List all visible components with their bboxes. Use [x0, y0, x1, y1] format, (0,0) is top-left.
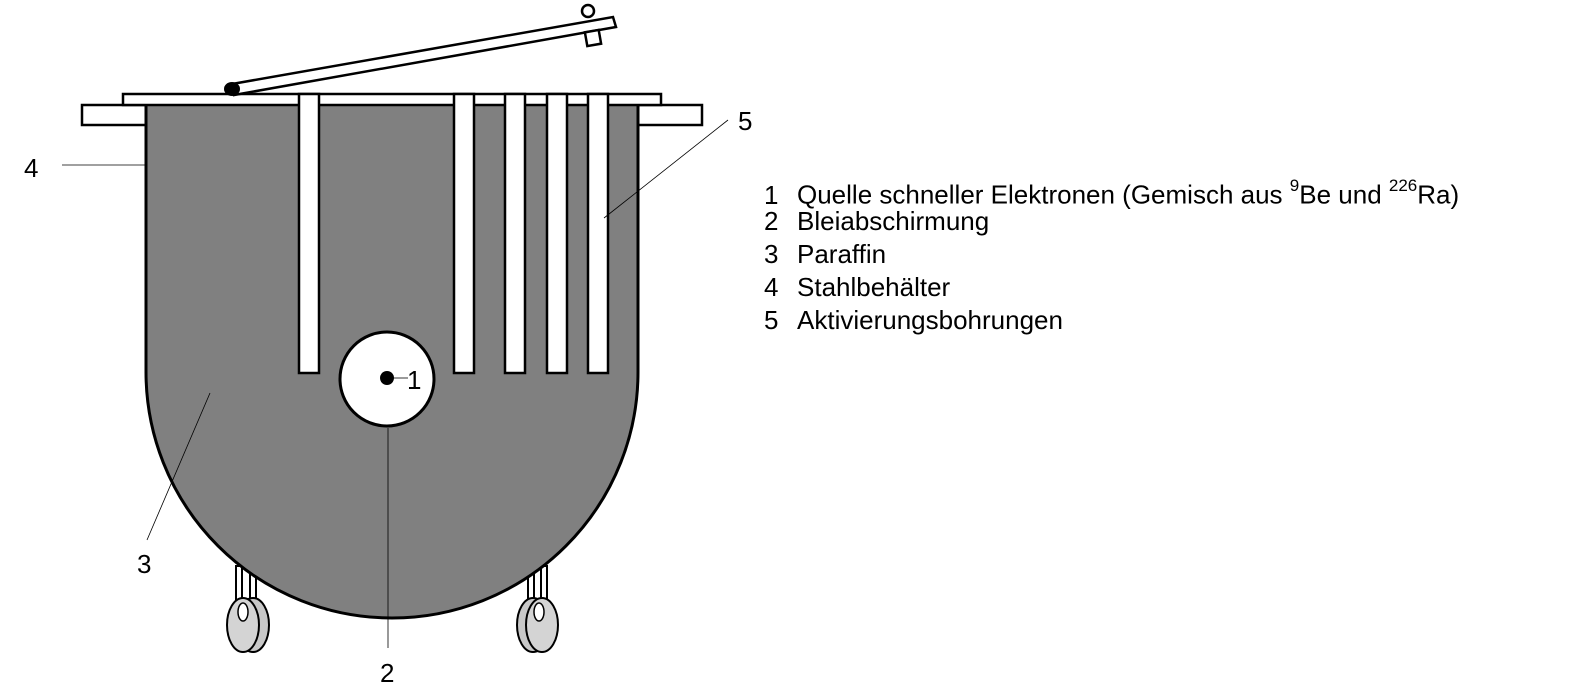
lever-tab: [583, 28, 603, 48]
activation-bores: [297, 92, 610, 375]
callout-4: 4: [24, 153, 38, 183]
electron-source: [380, 371, 394, 385]
callout-1: 1: [407, 365, 421, 395]
superscript-mass-number: 9: [1289, 176, 1300, 195]
legend-text: Quelle schneller Elektronen (Gemisch aus: [797, 179, 1290, 210]
bore-1: [297, 92, 321, 375]
legend-item-3: 3 Paraffin: [764, 238, 1459, 271]
legend-text: Paraffin: [797, 239, 887, 269]
legend-number: 5: [764, 305, 779, 335]
lever-hinge: [224, 82, 240, 96]
legend-number: 2: [764, 206, 779, 236]
bore-5: [586, 92, 610, 375]
legend-text: Aktivierungsbohrungen: [797, 305, 1063, 335]
bore-4: [545, 92, 569, 375]
bore-2: [452, 92, 476, 375]
lid-lever: [224, 3, 618, 97]
legend-text: Stahlbehälter: [797, 272, 951, 302]
legend-number: 1: [764, 179, 779, 210]
container-lid: [121, 92, 663, 107]
callout-2: 2: [380, 658, 394, 688]
legend-item-4: 4 Stahlbehälter: [764, 271, 1459, 304]
legend-number: 3: [764, 239, 779, 269]
lever-ring: [580, 3, 596, 19]
leader-lines: [62, 119, 729, 648]
legend-text: Bleiabschirmung: [797, 206, 990, 236]
legend-text: Ra): [1417, 179, 1460, 210]
bore-3: [503, 92, 527, 375]
legend: 1 Quelle schneller Elektronen (Gemisch au…: [764, 172, 1459, 337]
legend-item-5: 5 Aktivierungsbohrungen: [764, 304, 1459, 337]
legend-number: 4: [764, 272, 779, 302]
left-wheel-assembly: [226, 565, 270, 653]
superscript-mass-number: 226: [1388, 176, 1418, 195]
legend-item-1: 1 Quelle schneller Elektronen (Gemisch au…: [764, 172, 1459, 210]
left-flange: [80, 103, 150, 127]
legend-item-2: 2 Bleiabschirmung: [764, 205, 1459, 238]
left-wheel: [226, 597, 260, 653]
callout-3: 3: [137, 549, 151, 579]
callout-5: 5: [738, 106, 752, 136]
right-flange: [635, 103, 704, 127]
legend-text: Be und: [1299, 179, 1389, 210]
